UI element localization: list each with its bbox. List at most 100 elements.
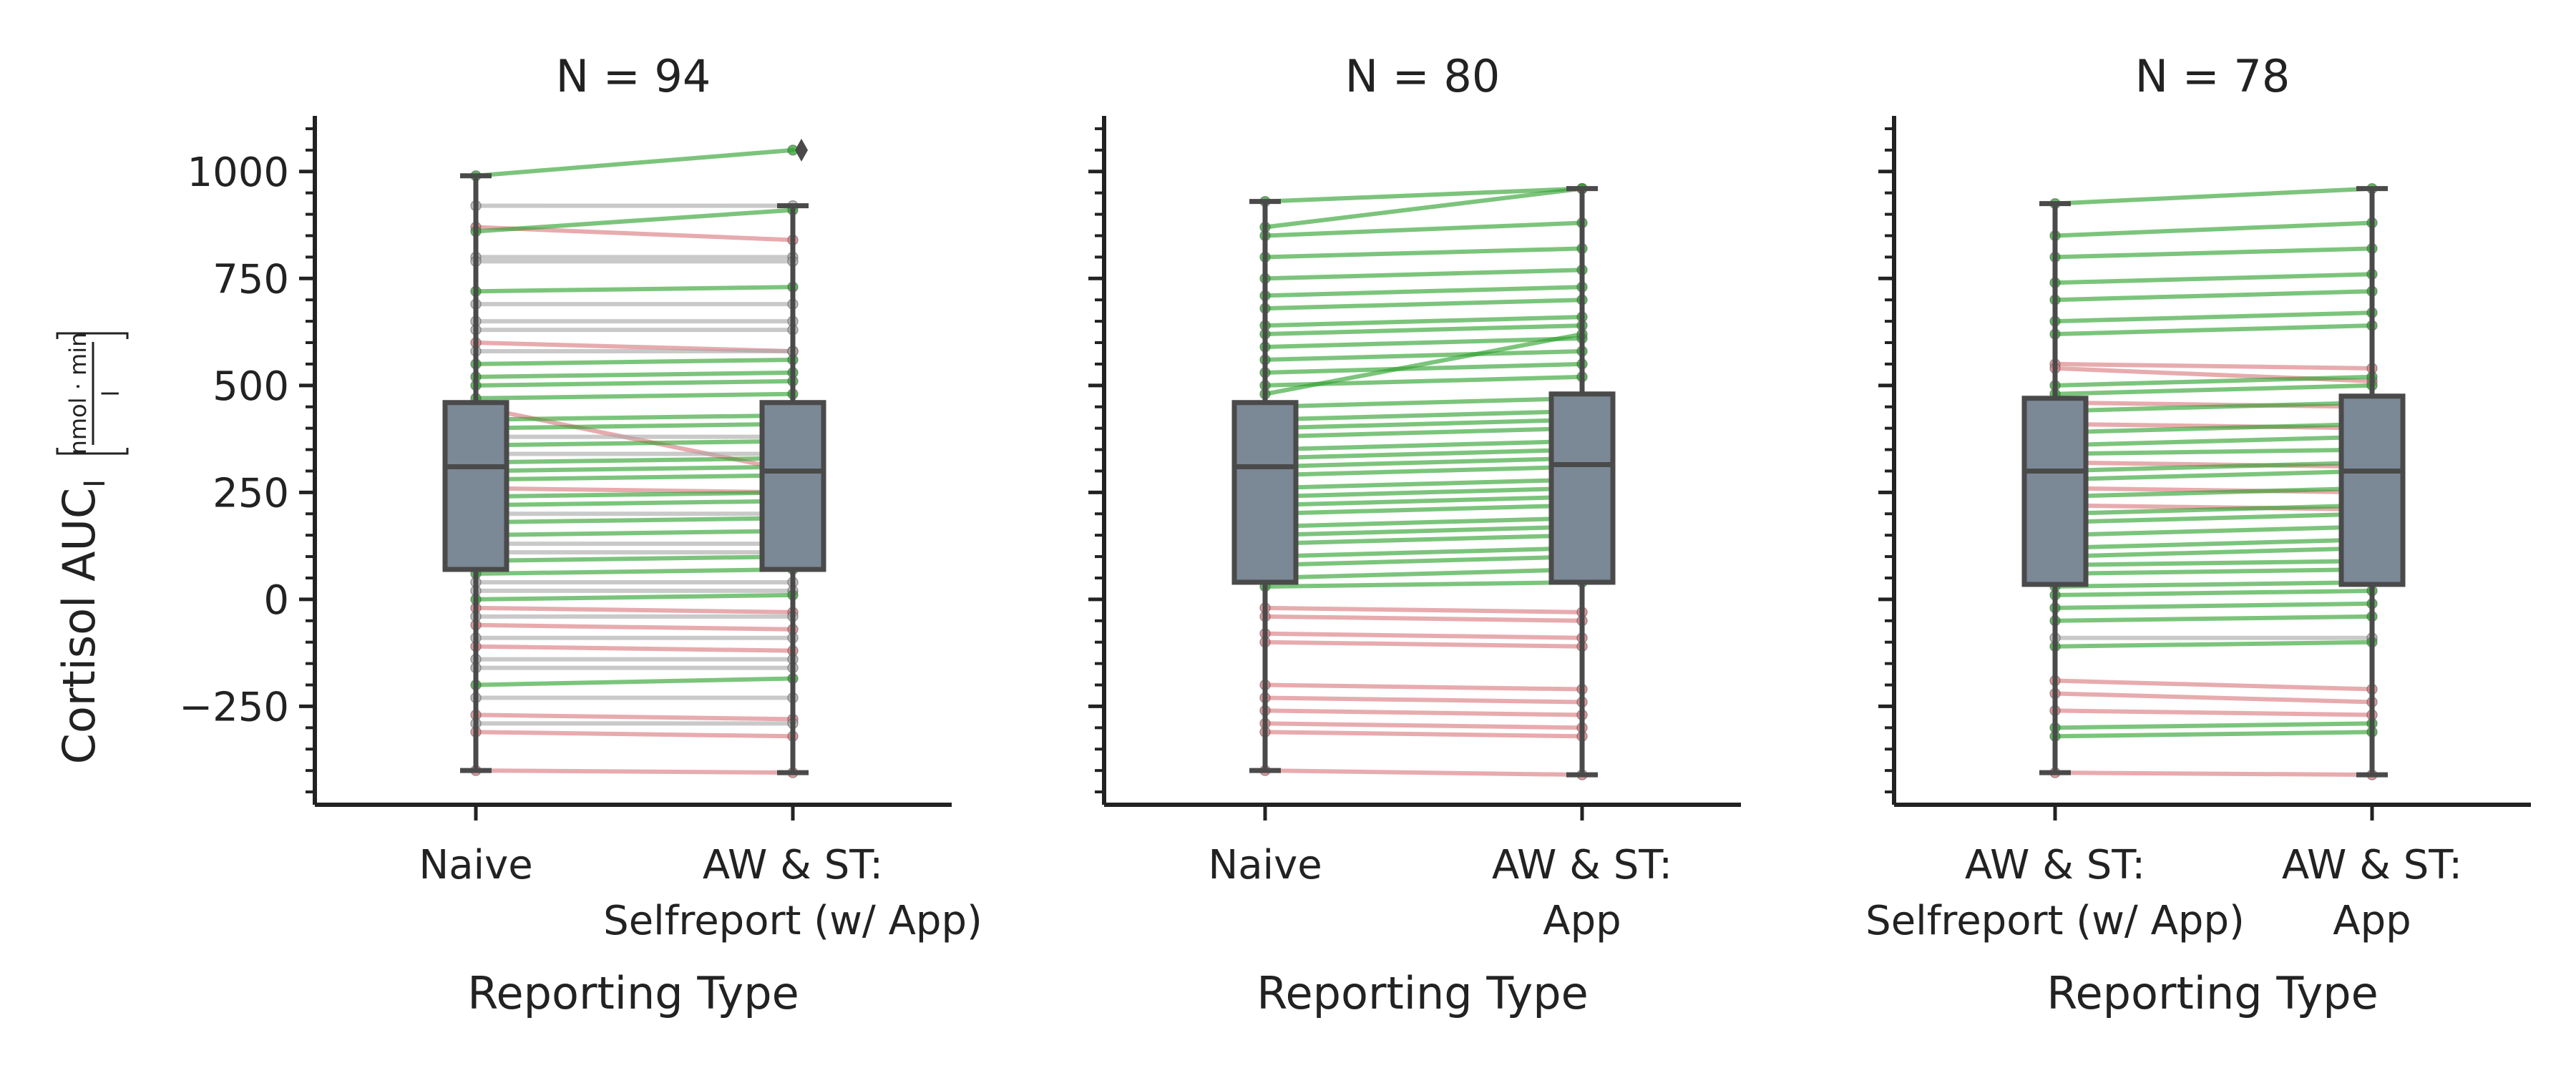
pair-line: [474, 567, 795, 577]
x-tick-label-line: AW & ST:: [1492, 842, 1672, 888]
box-iqr: [2338, 393, 2406, 587]
pair-line: [2053, 537, 2374, 551]
pair-line: [2053, 400, 2374, 413]
pair-line: [2053, 678, 2374, 692]
y-axis-label: Cortisol AUCI nmol · min l: [53, 332, 129, 764]
x-axis-label: Reporting Type: [467, 967, 799, 1019]
pair-line: [1263, 417, 1584, 431]
pair-line: [2053, 588, 2374, 597]
pair-line: [1263, 579, 1584, 589]
pair-line: [1263, 494, 1584, 508]
pair-line: [2053, 567, 2374, 577]
pair-line: [1263, 396, 1584, 409]
pair-line: [1263, 516, 1584, 529]
pair-line: [1263, 408, 1584, 422]
pair-line: [2053, 289, 2374, 303]
pair-line: [1263, 631, 1584, 640]
pair-line: [2053, 524, 2374, 538]
pair-line: [1263, 533, 1584, 547]
x-tick-label-line: AW & ST:: [1965, 842, 2145, 888]
pair-line: [1263, 486, 1584, 499]
pair-line: [1263, 447, 1584, 461]
pair-line: [474, 592, 795, 602]
pair-line: [2053, 469, 2374, 482]
pair-line: [474, 438, 795, 448]
pair-line: [474, 421, 795, 431]
pair-line: [2053, 310, 2374, 324]
panel-title: N = 78: [2135, 50, 2290, 102]
pair-line: [2053, 770, 2374, 778]
x-tick-label-line: App: [1543, 898, 1621, 944]
y-tick-label: 1000: [187, 150, 289, 196]
pair-line: [474, 529, 795, 538]
pair-line: [474, 499, 795, 508]
pair-line: [474, 712, 795, 722]
x-axis-label: Reporting Type: [1257, 967, 1589, 1019]
x-tick-label: Naive: [1208, 842, 1322, 888]
x-tick-label: AW & ST: App: [1492, 842, 1672, 944]
pair-line: [2053, 383, 2374, 396]
pair-line: [474, 473, 795, 482]
pair-line: [2053, 559, 2374, 568]
pair-line: [474, 768, 795, 775]
pair-line: [1263, 186, 1584, 204]
pair-line: [1263, 640, 1584, 649]
panel-title: N = 94: [556, 50, 711, 102]
pair-line: [1263, 503, 1584, 516]
x-tick-label: Naive: [419, 842, 532, 888]
panel-3: AW & ST: Selfreport (w/ App) AW & ST: App N …: [1865, 50, 2531, 1019]
pair-line: [2053, 601, 2374, 610]
pair-line: [1263, 730, 1584, 739]
box-iqr: [1548, 391, 1616, 585]
pair-line: [474, 516, 795, 525]
pair-line: [474, 357, 795, 366]
y-tick-label: 500: [213, 363, 289, 410]
pair-line: [2053, 691, 2374, 705]
y-axis-unit-right-bracket: [56, 332, 129, 339]
pair-line: [474, 622, 795, 632]
pair-line: [2053, 708, 2374, 717]
y-axis-label-subscript: I: [79, 479, 112, 488]
y-tick-label: −250: [179, 684, 289, 730]
box-iqr: [2021, 396, 2089, 587]
x-tick-label-line: Selfreport (w/ App): [603, 898, 982, 944]
panel-title: N = 80: [1345, 50, 1501, 102]
svg-text:Cortisol AUCI: Cortisol AUCI: [53, 479, 112, 764]
pair-line: [2053, 503, 2374, 516]
pair-line: [1263, 426, 1584, 439]
pair-line: [1263, 186, 1584, 230]
panel-2: Naive AW & ST: App N = 80 Reporting Type: [1088, 50, 1741, 1019]
pair-line: [474, 490, 795, 499]
x-tick-label: AW & ST: Selfreport (w/ App): [603, 842, 982, 944]
pair-line: [2053, 374, 2374, 388]
pair-line: [2053, 447, 2374, 456]
pair-line: [1263, 682, 1584, 692]
x-tick-label-line: App: [2333, 898, 2411, 944]
pair-line: [474, 378, 795, 388]
pair-line: [2053, 434, 2374, 448]
pair-line: [1263, 567, 1584, 580]
pair-line: [1263, 695, 1584, 705]
pair-line: [474, 676, 795, 687]
pair-line: [1263, 614, 1584, 623]
y-axis-unit-left-bracket: [56, 448, 129, 455]
pair-line: [2053, 511, 2374, 525]
box-iqr: [759, 400, 826, 572]
pair-line: [474, 554, 795, 564]
pair-line: [1263, 285, 1584, 298]
pair-line: [2053, 730, 2374, 739]
box-iqr: [1231, 400, 1299, 585]
pair-line: [2053, 721, 2374, 730]
pair-line: [1263, 323, 1584, 337]
pair-line: [1263, 708, 1584, 717]
y-tick-label: 0: [263, 577, 289, 624]
pair-line: [474, 370, 795, 379]
y-axis-unit-denominator: l: [97, 391, 125, 397]
pair-line: [1263, 298, 1584, 311]
x-tick-label-line: Naive: [1208, 842, 1322, 888]
pair-line: [1263, 456, 1584, 469]
pair-line: [1263, 336, 1584, 349]
pair-line: [1263, 477, 1584, 491]
pair-line: [2053, 186, 2374, 206]
